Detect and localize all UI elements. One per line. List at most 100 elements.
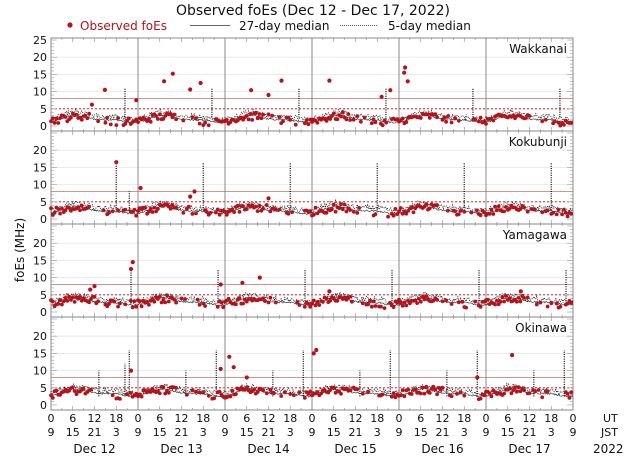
observed-point [215,207,220,212]
observed-point [418,299,423,304]
x-jst-tick-label: 21 [262,426,276,439]
observed-point [475,208,479,213]
observed-point [431,384,436,389]
observed-point [255,116,260,121]
day-label: Dec 15 [334,442,376,456]
x-jst-tick-label: 9 [222,426,229,439]
observed-point [540,210,545,215]
observed-point [156,117,160,121]
observed-point [244,207,249,211]
observed-point [128,391,133,395]
observed-point [143,206,148,210]
observed-point [339,391,343,396]
observed-point [478,305,483,309]
observed-point [234,392,238,396]
observed-point [185,392,189,397]
observed-point [518,207,523,211]
observed-point [482,210,487,215]
observed-point [315,300,320,304]
observed-point [208,211,213,215]
observed-point [379,94,384,99]
station-label: Wakkanai [509,42,567,56]
panels: 0 5 10 15 20 25 Wakkanai 0 5 10 15 20 Kokubunji 0 5 10 1… [33,34,574,412]
observed-point [313,303,318,308]
observed-point [393,207,398,211]
y-tick-label: 20 [33,144,47,157]
observed-point [170,115,175,120]
observed-point [409,205,414,210]
observed-point [403,65,408,70]
observed-point [56,207,61,211]
observed-point [489,207,494,212]
x-ut-tick-label: 0 [570,412,577,425]
observed-point [203,120,208,125]
observed-point [417,296,421,301]
observed-point [212,396,217,401]
observed-point [150,210,155,214]
observed-point [473,117,477,122]
observed-point [314,347,319,353]
observed-point [161,385,166,390]
observed-point [240,280,245,285]
observed-point [205,210,209,214]
observed-point [409,392,414,396]
observed-point [130,260,135,265]
observed-point [565,214,570,219]
x-jst-tick-label: 3 [374,426,381,439]
observed-point [110,209,115,214]
observed-point [78,208,82,213]
observed-point [348,388,352,392]
observed-point [397,209,401,214]
observed-point [304,118,309,122]
observed-point [107,210,111,215]
observed-point [49,206,53,211]
y-tick-label: 15 [33,68,47,81]
x-ut-tick-label: 6 [156,412,163,425]
observed-point [61,299,66,304]
legend-5day-label: 5-day median [388,19,471,33]
observed-point [391,305,396,309]
y-tick-label: 5 [40,196,47,209]
observed-point [152,205,157,210]
x-jst-tick-label: 3 [461,426,468,439]
observed-point [70,385,75,390]
observed-point [302,396,307,400]
x-ut-tick-label: 0 [309,412,316,425]
observed-point [170,203,175,208]
observed-point [221,305,226,310]
observed-point [424,294,429,299]
observed-point [268,209,273,214]
x-jst-tick-label: 21 [523,426,537,439]
x-ut-tick-label: 18 [196,412,210,425]
observed-point [319,391,323,396]
observed-point [355,387,360,392]
observed-point [277,115,282,119]
observed-point [498,299,503,304]
observed-point [545,389,550,394]
x-jst-tick-label: 9 [309,426,316,439]
observed-point [118,397,122,401]
observed-point [50,396,55,400]
observed-point [386,214,390,219]
observed-point [279,394,284,398]
observed-point [328,298,332,303]
observed-point [136,120,140,124]
y-tick-label: 15 [33,254,47,267]
observed-point [562,123,566,127]
observed-point [306,122,311,127]
observed-point [237,210,242,214]
observed-point [138,185,143,191]
y-axis-label: foEs (MHz) [13,218,27,282]
y-tick-label: 0 [40,399,47,412]
observed-point [134,213,139,218]
observed-point [230,388,235,393]
observed-point [473,299,477,304]
observed-point [188,194,193,199]
observed-point [69,115,73,120]
observed-point [224,117,229,122]
observed-point [114,160,119,165]
observed-point [449,120,454,125]
observed-point [562,207,566,212]
observed-point [253,110,258,115]
observed-point [250,118,255,122]
